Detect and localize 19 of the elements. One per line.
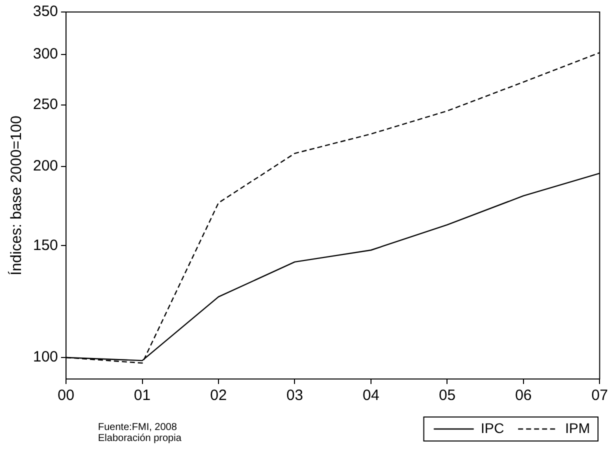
y-tick-label: 150 <box>32 236 58 254</box>
y-tick-label: 300 <box>32 46 58 63</box>
x-tick-label: 06 <box>515 387 532 404</box>
x-tick-label: 02 <box>210 387 227 404</box>
x-tick-label: 03 <box>286 387 304 404</box>
y-tick-label: 250 <box>32 96 58 113</box>
legend-label: IPC <box>480 420 504 436</box>
x-tick-label: 04 <box>362 387 380 404</box>
legend-label: IPM <box>565 420 590 436</box>
x-tick-label: 01 <box>134 387 151 404</box>
x-tick-label: 00 <box>58 387 74 404</box>
source-note: Fuente:FMI, 2008 <box>98 422 178 433</box>
y-axis-title: Índices: base 2000=100 <box>7 116 26 276</box>
text: Elaboración propia <box>98 433 182 444</box>
x-tick-label: 05 <box>438 387 456 404</box>
y-tick-label: 200 <box>32 157 58 174</box>
y-tick-label: 100 <box>32 348 58 366</box>
y-tick-label: 350 <box>32 3 58 20</box>
x-tick-label: 07 <box>591 387 608 404</box>
